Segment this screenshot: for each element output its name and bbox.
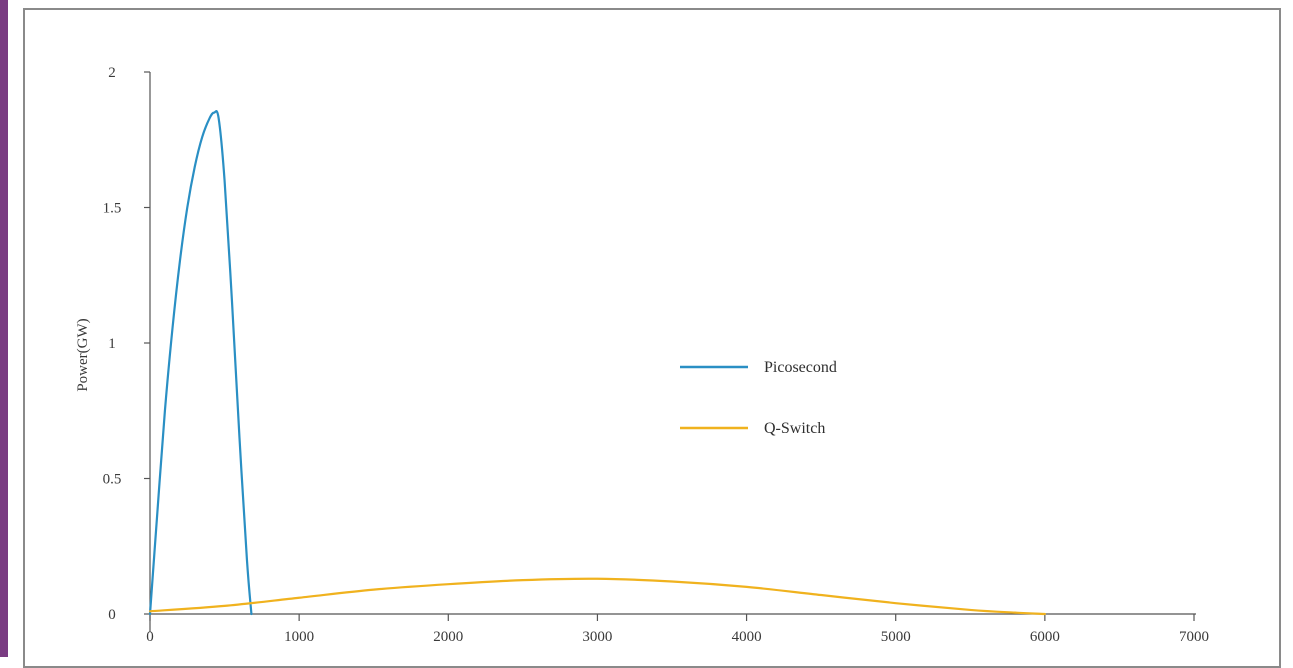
y-tick-label: 2	[108, 65, 116, 81]
y-axis-title: Power(GW)	[75, 318, 91, 391]
x-tick-label: 6000	[1030, 629, 1060, 645]
x-tick-label: 5000	[881, 629, 911, 645]
content-panel: 0 0.5 1 1.5 2 0 1000 2000 3000 4000 5000 6000 7000 Po…	[8, 0, 1293, 668]
chart-legend: Picosecond Q-Switch	[680, 359, 837, 437]
y-tick-label: 0	[108, 607, 116, 623]
x-tick-label: 4000	[732, 629, 762, 645]
x-tick-label: 3000	[582, 629, 612, 645]
y-tick-label: 0.5	[103, 472, 122, 488]
legend-label-q-switch: Q-Switch	[764, 420, 825, 437]
y-tick-label: 1	[108, 336, 116, 352]
series-line-q-switch	[148, 577, 1046, 616]
power-chart: 0 0.5 1 1.5 2 0 1000 2000 3000 4000 5000 6000 7000 Po…	[75, 65, 1209, 645]
chart-container: 0 0.5 1 1.5 2 0 1000 2000 3000 4000 5000 6000 7000 Po…	[23, 8, 1281, 668]
x-tick-label: 1000	[284, 629, 314, 645]
x-tick-label: 2000	[433, 629, 463, 645]
chart-series-layer	[148, 110, 1046, 616]
chart-axes: 0 0.5 1 1.5 2 0 1000 2000 3000 4000 5000 6000 7000 Po…	[75, 65, 1209, 645]
x-tick-label: 7000	[1179, 629, 1209, 645]
x-tick-label: 0	[146, 629, 154, 645]
y-tick-label: 1.5	[103, 201, 122, 217]
legend-label-picosecond: Picosecond	[764, 359, 837, 376]
series-line-picosecond	[148, 110, 253, 616]
